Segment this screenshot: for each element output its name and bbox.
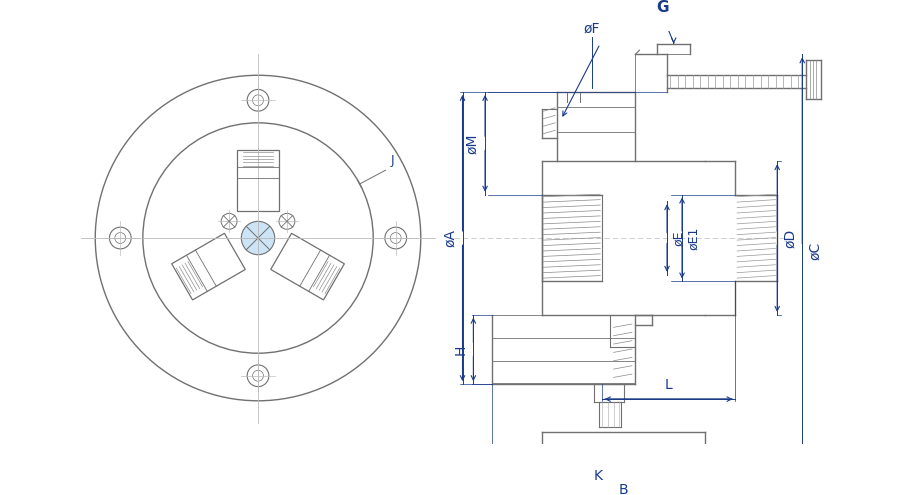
Text: øF: øF [583, 21, 600, 35]
Text: øA: øA [443, 229, 456, 247]
Text: øD: øD [783, 228, 797, 248]
Text: øC: øC [808, 242, 822, 260]
Text: øM: øM [465, 133, 479, 153]
Text: G: G [657, 0, 669, 15]
Text: øE: øE [672, 230, 685, 246]
Text: øE1: øE1 [687, 226, 700, 249]
Text: K: K [594, 469, 603, 483]
Circle shape [241, 221, 274, 255]
Text: L: L [665, 379, 672, 393]
Text: B: B [618, 483, 628, 495]
Text: J: J [391, 154, 394, 167]
Text: H: H [454, 344, 467, 354]
